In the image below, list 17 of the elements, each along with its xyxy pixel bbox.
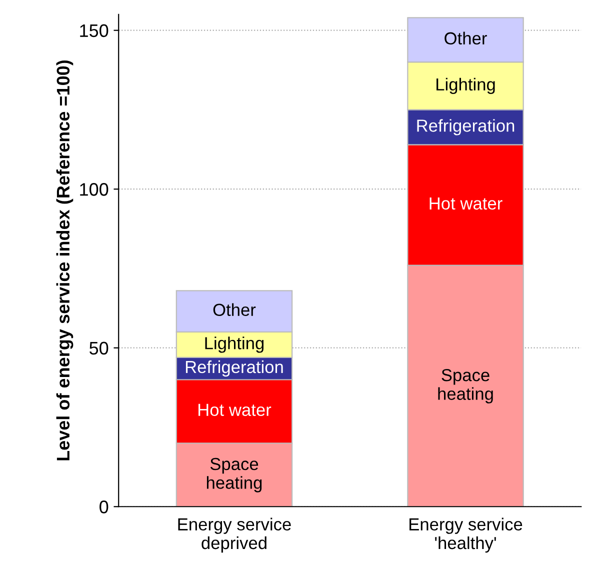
x-tick-label: Energy service deprived (178, 518, 291, 553)
series-label: Hot water (198, 404, 272, 416)
y-tick-label: 50 (90, 342, 108, 355)
x-tick-label: Energy service 'healthy' (410, 518, 522, 553)
y-axis-title: Level of energy service index (Reference =100) (56, 60, 74, 460)
text: Space heating (438, 368, 493, 404)
series-label: Space heating (206, 458, 262, 492)
y-tick-label: 100 (80, 183, 108, 196)
text: Other (444, 32, 487, 45)
series-label: Lighting (205, 336, 264, 353)
text: Lighting (436, 78, 495, 94)
text: Refrigeration (417, 119, 514, 136)
y-tick-label: 150 (80, 24, 108, 38)
series-label: Other (213, 303, 256, 316)
text: Hot water (430, 198, 502, 210)
series-label: Refrigeration (186, 360, 283, 377)
y-tick-label: 0 (100, 500, 108, 514)
